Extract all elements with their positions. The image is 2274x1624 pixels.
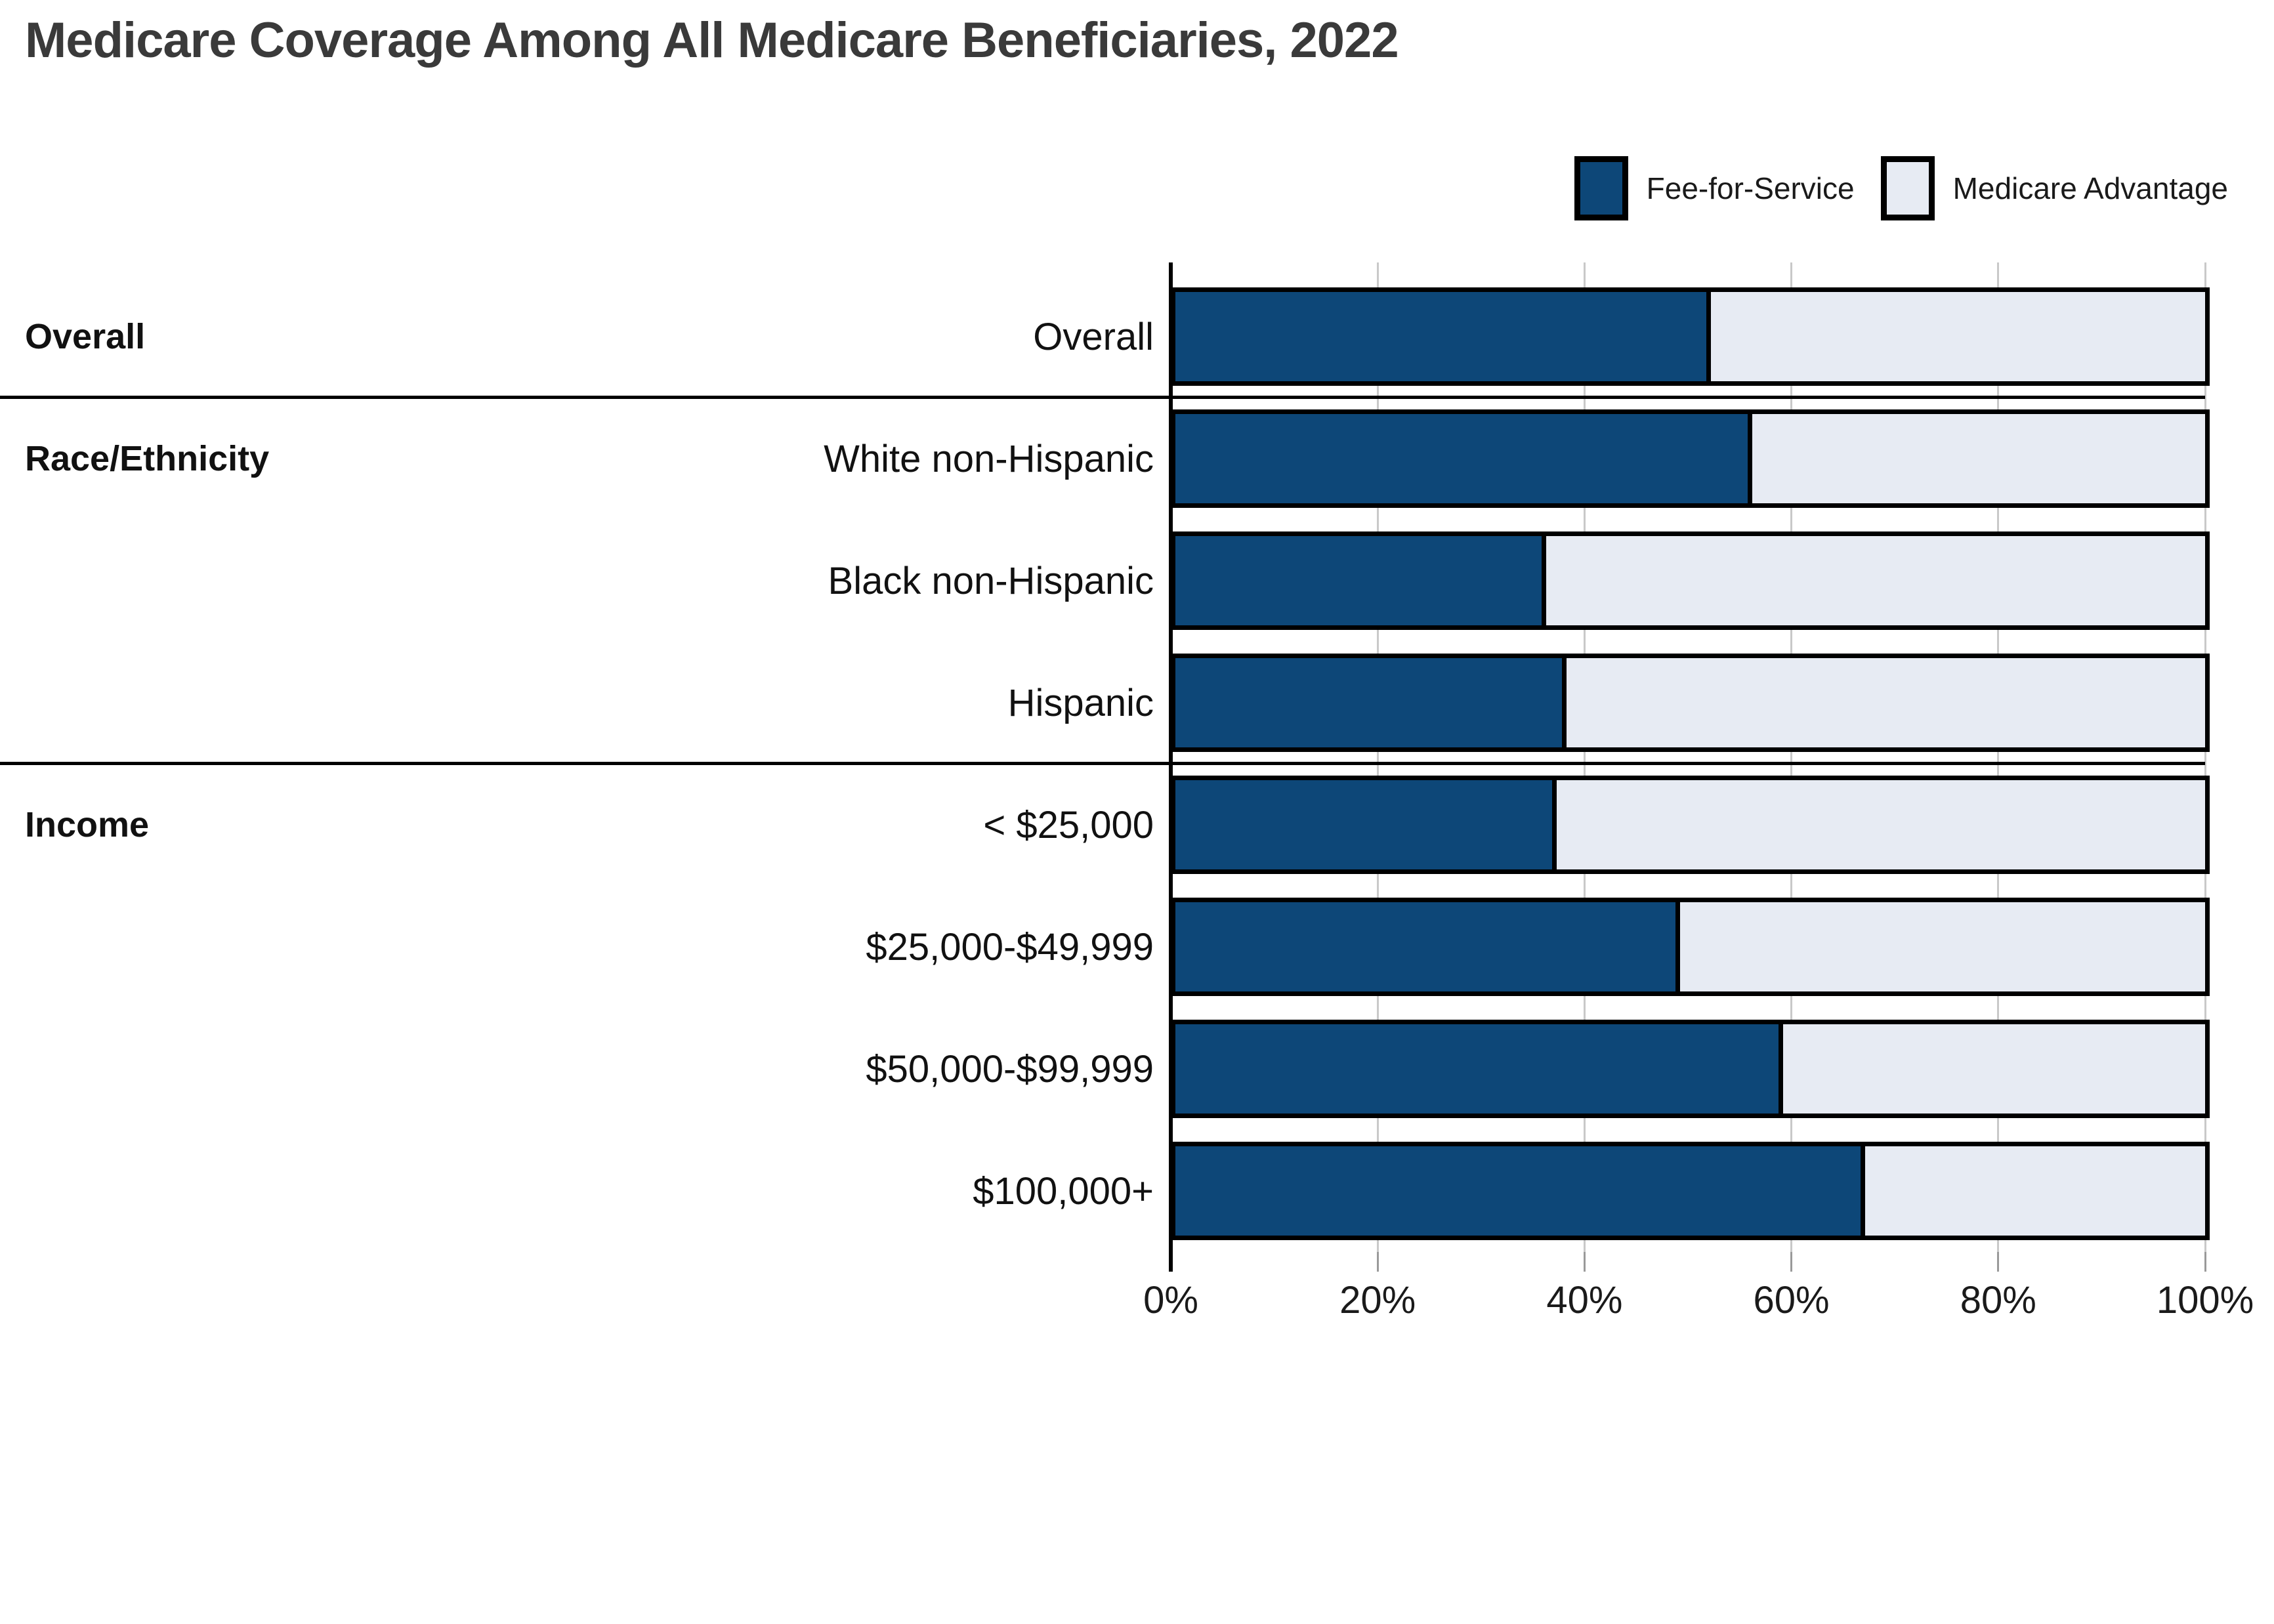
axis-tick — [1997, 1252, 2000, 1272]
bar-row — [1171, 409, 2210, 508]
section-separator — [0, 396, 2205, 399]
row-label: Overall — [1033, 315, 1154, 358]
bar-segment-medicare-advantage — [1782, 1024, 2205, 1114]
plot-area: 0% 20% 40% 60% 80% 100% Overall White non-Hispa… — [0, 262, 2274, 1430]
section-separator — [0, 762, 2205, 765]
bar-segment-fee-for-service — [1175, 292, 1711, 381]
axis-tick — [1583, 1252, 1586, 1272]
bar-segment-fee-for-service — [1175, 414, 1752, 503]
bar-row — [1171, 1142, 2210, 1240]
row-label: Black non-Hispanic — [828, 559, 1154, 602]
x-tick-label: 60% — [1753, 1279, 1830, 1322]
row-label: < $25,000 — [983, 803, 1154, 846]
gridline — [1997, 262, 2000, 1252]
bar-segment-medicare-advantage — [1710, 292, 2205, 381]
y-axis-line — [1169, 262, 1173, 1272]
bar-segment-medicare-advantage — [1752, 414, 2205, 503]
fee-for-service-swatch-icon — [1574, 156, 1628, 220]
bar-segment-medicare-advantage — [1546, 536, 2205, 625]
bar-row — [1171, 287, 2210, 386]
row-label: $100,000+ — [973, 1169, 1154, 1213]
gridline — [1376, 262, 1379, 1252]
bar-row — [1171, 531, 2210, 630]
x-tick-label: 80% — [1960, 1279, 2036, 1322]
row-label: White non-Hispanic — [824, 437, 1154, 480]
bar-segment-medicare-advantage — [1679, 902, 2205, 991]
legend-label: Fee-for-Service — [1646, 171, 1855, 205]
bar-row — [1171, 1020, 2210, 1118]
legend-item-fee-for-service: Fee-for-Service — [1574, 156, 1855, 220]
axis-tick — [2204, 1252, 2206, 1272]
bar-row — [1171, 898, 2210, 996]
row-label: Hispanic — [1007, 681, 1154, 724]
row-label: $50,000-$99,999 — [866, 1047, 1154, 1091]
group-label: Income — [25, 805, 150, 844]
bar-segment-medicare-advantage — [1865, 1146, 2205, 1236]
bar-segment-medicare-advantage — [1567, 658, 2205, 747]
bar-row — [1171, 776, 2210, 874]
legend-label: Medicare Advantage — [1952, 171, 2228, 205]
chart-title: Medicare Coverage Among All Medicare Ben… — [25, 12, 1399, 68]
gridline — [1790, 262, 1793, 1252]
medicare-advantage-swatch-icon — [1880, 156, 1935, 220]
axis-tick — [1376, 1252, 1379, 1272]
gridline — [2204, 262, 2206, 1252]
x-tick-label: 20% — [1339, 1279, 1416, 1322]
group-label: Race/Ethnicity — [25, 439, 270, 478]
bar-segment-fee-for-service — [1175, 1146, 1866, 1236]
bar-row — [1171, 654, 2210, 752]
gridline — [1583, 262, 1586, 1252]
bar-segment-fee-for-service — [1175, 658, 1567, 747]
group-label: Overall — [25, 317, 146, 356]
axis-tick — [1790, 1252, 1793, 1272]
x-tick-label: 100% — [2156, 1279, 2254, 1322]
legend: Fee-for-Service Medicare Advantage — [1574, 156, 2228, 220]
x-tick-label: 0% — [1143, 1279, 1198, 1322]
legend-item-medicare-advantage: Medicare Advantage — [1880, 156, 2228, 220]
bar-segment-fee-for-service — [1175, 536, 1546, 625]
bar-segment-fee-for-service — [1175, 1024, 1783, 1114]
bar-segment-fee-for-service — [1175, 902, 1680, 991]
row-label: $25,000-$49,999 — [866, 925, 1154, 968]
x-tick-label: 40% — [1546, 1279, 1623, 1322]
bar-segment-fee-for-service — [1175, 780, 1557, 869]
bar-segment-medicare-advantage — [1556, 780, 2205, 869]
